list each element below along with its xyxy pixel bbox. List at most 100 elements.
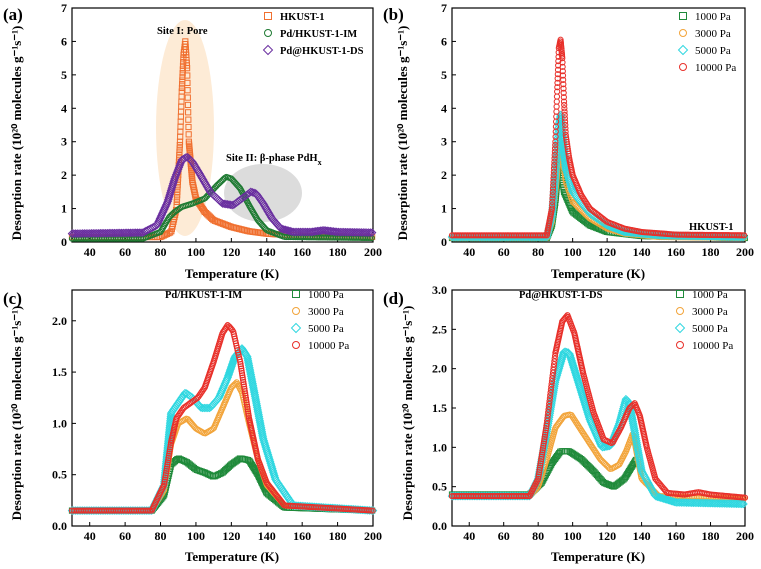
data-point	[165, 457, 172, 464]
data-point	[562, 128, 569, 135]
data-point	[551, 158, 558, 165]
legend-label: 3000 Pa	[692, 306, 728, 318]
data-point	[179, 66, 186, 73]
data-point	[165, 452, 172, 459]
y-tick-label: 5	[441, 68, 447, 82]
panel-d-ylabel: Desorption rate (10²⁰ molecules g⁻¹s⁻¹)	[400, 306, 415, 521]
data-point	[657, 493, 667, 503]
data-point	[540, 442, 547, 449]
data-point	[237, 360, 244, 368]
data-point	[145, 507, 152, 514]
y-tick-label: 0	[441, 235, 447, 249]
x-tick-label: 60	[119, 529, 131, 543]
data-point	[544, 414, 551, 422]
data-point	[213, 194, 223, 204]
data-point	[184, 72, 191, 79]
legend-label: 5000 Pa	[308, 323, 344, 335]
data-point	[544, 412, 551, 419]
x-tick-label: 160	[667, 245, 685, 259]
data-point	[560, 89, 567, 97]
data-point	[549, 192, 556, 199]
data-point	[595, 453, 602, 460]
data-point	[547, 386, 555, 393]
beta-phase-region-ellipse	[224, 164, 302, 222]
data-point	[560, 85, 567, 92]
data-point	[240, 381, 247, 388]
data-point	[562, 448, 569, 455]
data-point	[245, 363, 254, 372]
x-tick-label: 120	[598, 529, 616, 543]
data-point	[239, 372, 246, 379]
panel-a-ylabel: Desorption rate (10²⁰ molecules g⁻¹s⁻¹)	[9, 26, 24, 241]
legend-label: Pd/HKUST-1-IM	[280, 29, 357, 40]
y-tick-label: 1.5	[432, 401, 447, 415]
data-point	[549, 372, 556, 379]
x-tick-label: 40	[84, 529, 96, 543]
data-point	[166, 446, 174, 453]
data-point	[562, 125, 569, 132]
data-point	[562, 121, 569, 129]
series-3000-pa	[68, 379, 376, 514]
data-point	[561, 111, 568, 119]
panel-d-inner-label: Pd@HKUST-1-DS	[519, 290, 603, 301]
legend-marker	[679, 63, 687, 71]
data-point	[242, 392, 249, 399]
data-point	[550, 366, 557, 374]
panel-a-label: (a)	[3, 5, 23, 24]
data-point	[176, 145, 183, 152]
y-tick-label: 1.5	[52, 365, 67, 379]
panel-d-xlabel: Temperature (K)	[551, 549, 645, 564]
legend-marker	[292, 290, 300, 298]
panel-b-inner-label: HKUST-1	[689, 222, 734, 233]
y-tick-label: 4	[61, 101, 67, 115]
data-point	[551, 155, 558, 162]
data-point	[549, 375, 556, 382]
data-point	[596, 440, 606, 449]
panel-a-xlabel: Temperature (K)	[185, 266, 279, 281]
data-point	[244, 403, 251, 411]
x-tick-label: 180	[702, 245, 720, 259]
panel-d-label: (d)	[383, 289, 404, 308]
x-tick-label: 40	[84, 245, 96, 259]
series-pd-hkust-1-ds	[67, 152, 377, 238]
x-tick-label: 140	[633, 245, 651, 259]
series-hkust-1	[68, 38, 376, 241]
data-point	[549, 202, 556, 209]
x-tick-label: 100	[564, 529, 582, 543]
data-point	[538, 451, 546, 458]
data-point	[561, 101, 568, 109]
data-point	[185, 123, 192, 131]
data-point	[287, 227, 297, 236]
data-point	[605, 464, 612, 471]
data-point	[279, 225, 289, 234]
data-point	[560, 98, 568, 105]
legend-label: 3000 Pa	[695, 28, 731, 40]
data-point	[559, 68, 566, 75]
data-point	[166, 448, 173, 455]
legend-label: 10000 Pa	[308, 340, 349, 352]
x-tick-label: 140	[258, 245, 276, 259]
panel-b-series	[447, 36, 749, 242]
data-point	[174, 192, 181, 199]
data-point	[244, 359, 254, 369]
data-point	[551, 148, 558, 155]
data-point	[548, 378, 556, 385]
data-point	[164, 459, 171, 466]
panel-d-legend: 1000 Pa 3000 Pa 5000 Pa 10000 Pa	[674, 289, 733, 352]
x-tick-label: 140	[258, 529, 276, 543]
data-point	[244, 406, 251, 413]
legend-marker	[676, 341, 684, 349]
data-point	[246, 368, 255, 378]
data-point	[174, 188, 181, 195]
data-point	[184, 101, 192, 109]
data-point	[167, 444, 174, 451]
data-point	[554, 88, 561, 95]
legend-marker	[292, 341, 300, 349]
x-tick-label: 180	[329, 529, 347, 543]
y-tick-label: 1	[61, 202, 67, 216]
data-point	[183, 65, 191, 72]
y-tick-label: 3	[441, 135, 447, 149]
series-10000-pa	[68, 322, 376, 514]
y-tick-label: 6	[441, 34, 447, 48]
data-point	[561, 105, 568, 112]
